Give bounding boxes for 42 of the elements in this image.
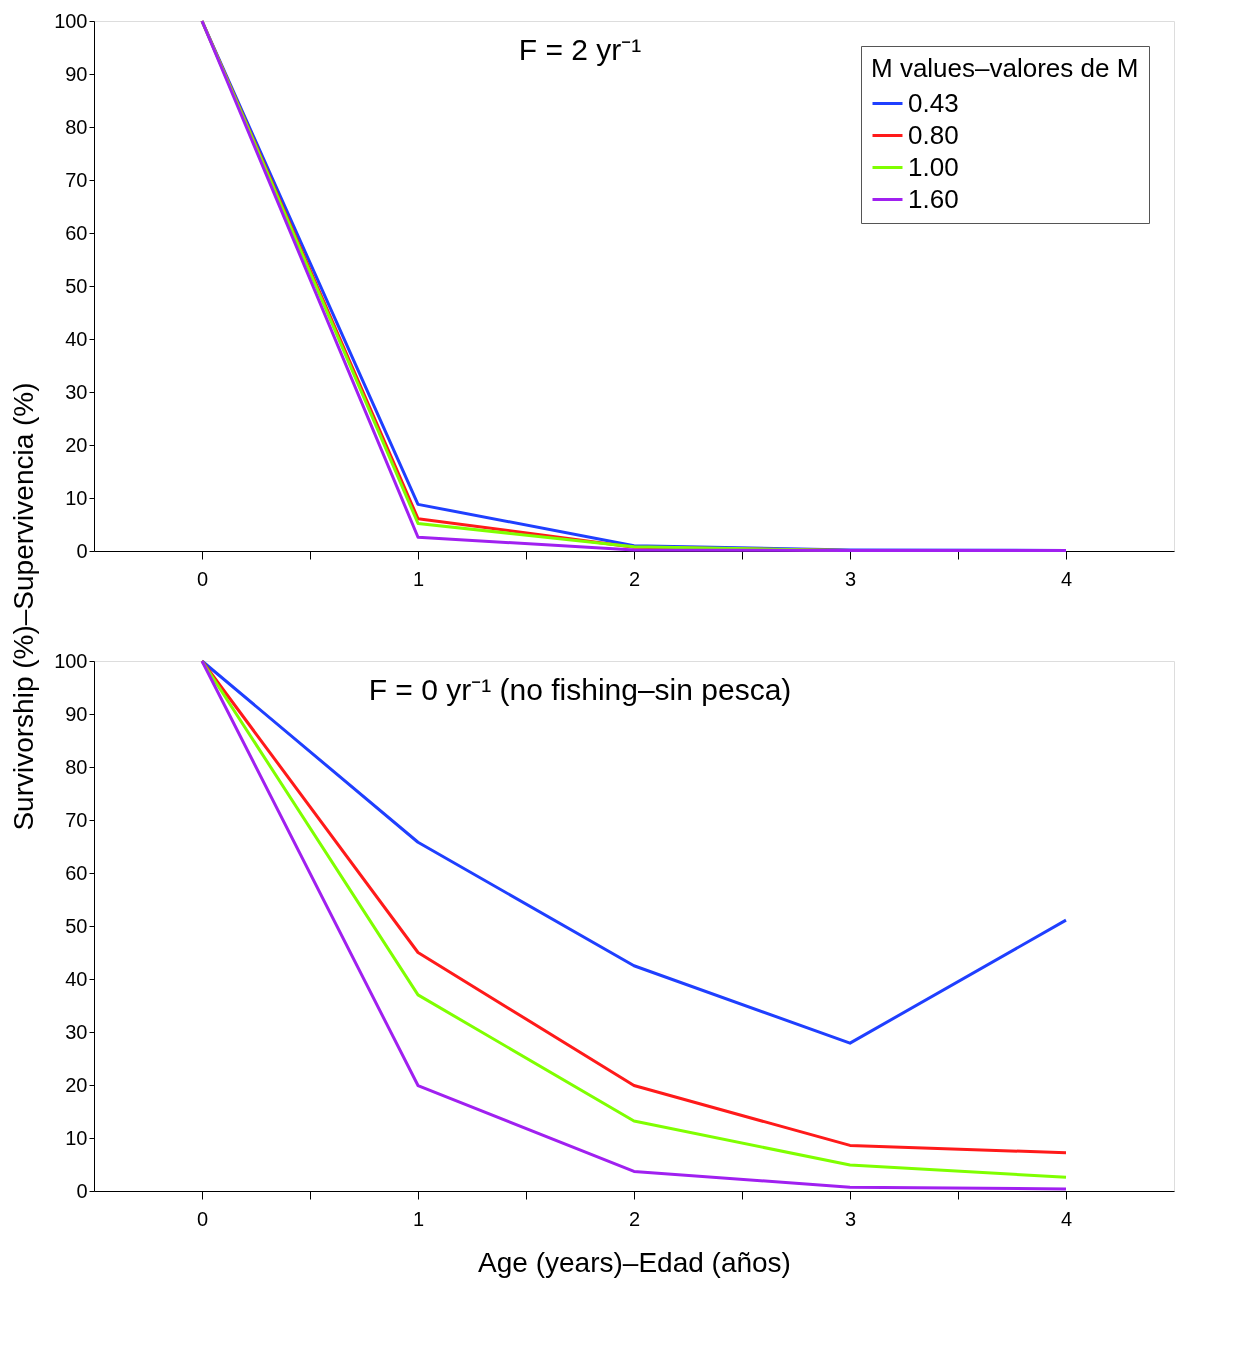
y-tick-label: 10	[65, 1126, 88, 1149]
line-series	[200, 659, 1068, 1045]
y-tick-label: 40	[65, 327, 88, 350]
x-tick-label: 4	[1060, 567, 1073, 590]
x-tick-label: 0	[196, 567, 209, 590]
y-tick-label: 20	[65, 1073, 88, 1096]
y-tick-label: 30	[65, 380, 88, 403]
y-tick-label: 10	[65, 486, 88, 509]
x-tick-label: 2	[628, 1207, 641, 1230]
y-tick-label: 80	[65, 115, 88, 138]
x-axis-title: Age (years)–Edad (años)	[478, 1246, 791, 1278]
y-tick-label: 40	[65, 967, 88, 990]
x-tick-label: 1	[412, 567, 425, 590]
y-tick-label: 0	[76, 539, 88, 562]
y-tick-label: 80	[65, 755, 88, 778]
y-tick-label: 100	[54, 649, 88, 672]
chart-title: F = 2 yr⁻¹	[518, 33, 642, 66]
x-tick-label: 1	[412, 1207, 425, 1230]
y-tick-label: 70	[65, 168, 88, 191]
legend-label: 0.43	[908, 87, 959, 118]
x-tick-label: 0	[196, 1207, 209, 1230]
y-axis-title: Survivorship (%)–Supervivencia (%)	[8, 382, 40, 831]
legend-label: 1.60	[908, 183, 959, 214]
y-tick-label: 90	[65, 702, 88, 725]
y-tick-label: 90	[65, 62, 88, 85]
legend-title: M values–valores de M	[871, 53, 1139, 83]
y-tick-label: 100	[54, 9, 88, 32]
chart-title: F = 0 yr⁻¹ (no fishing–sin pesca)	[368, 673, 792, 706]
y-tick-label: 60	[65, 861, 88, 884]
x-tick-label: 3	[844, 1207, 857, 1230]
y-tick-label: 30	[65, 1020, 88, 1043]
x-tick-label: 3	[844, 567, 857, 590]
y-tick-label: 50	[65, 274, 88, 297]
y-tick-label: 50	[65, 914, 88, 937]
y-tick-label: 20	[65, 433, 88, 456]
legend-label: 0.80	[908, 119, 959, 150]
y-tick-label: 70	[65, 808, 88, 831]
y-tick-label: 60	[65, 221, 88, 244]
legend-label: 1.00	[908, 151, 959, 182]
y-tick-label: 0	[76, 1179, 88, 1202]
x-tick-label: 4	[1060, 1207, 1073, 1230]
x-tick-label: 2	[628, 567, 641, 590]
